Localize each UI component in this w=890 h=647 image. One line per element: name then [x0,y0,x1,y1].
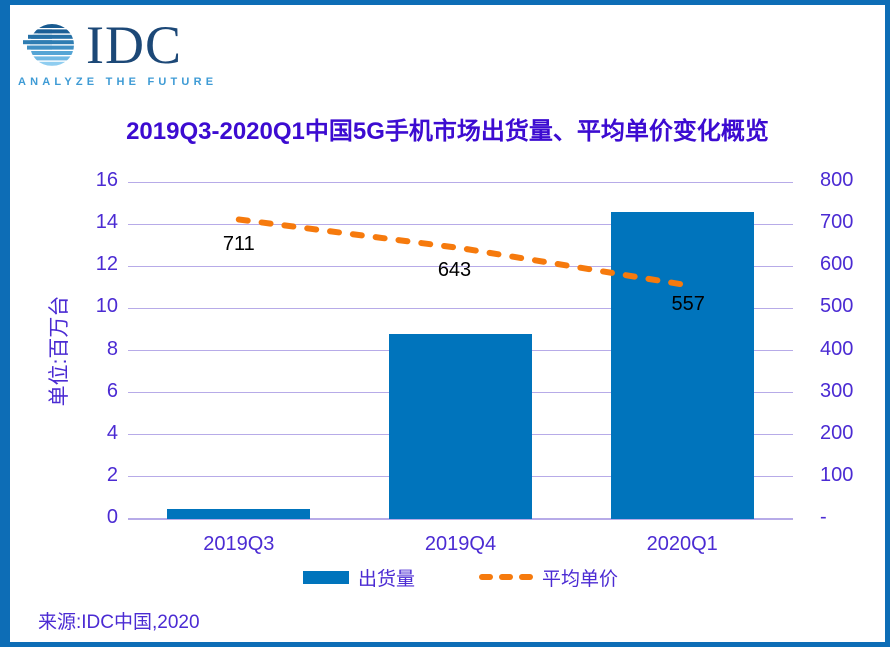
right-axis-tick-label: 800 [820,169,854,191]
left-axis-tick-label: 6 [106,379,118,402]
right-axis-tick-label: 600 [820,253,854,276]
legend-label-shipments: 出货量 [357,568,415,590]
left-axis-tick-label: 0 [106,506,118,528]
right-axis-tick-label: 400 [820,337,854,360]
dashed-line-swatch-icon [479,574,533,580]
left-axis-tick-label: 12 [95,253,118,276]
right-axis-tick-label: - [820,506,827,528]
bar-2019Q3 [167,508,311,519]
legend-item-avg-price: 平均单价 [479,564,618,591]
left-axis-tick-label: 4 [106,421,118,444]
avg-price-data-label: 643 [437,259,472,282]
left-axis-tick-label: 16 [95,169,118,191]
avg-price-data-label: 557 [671,293,705,316]
x-axis-category-label: 2019Q3 [203,533,275,555]
right-axis-tick-label: 300 [820,379,854,402]
left-axis-tick-label: 8 [106,337,118,360]
x-axis-category-label: 2020Q1 [646,533,718,555]
avg-price-data-label: 711 [222,232,255,255]
legend-label-avg-price: 平均单价 [542,568,619,590]
legend-item-shipments: 出货量 [302,564,415,591]
right-axis-tick-label: 100 [820,463,854,486]
right-axis-tick-label: 200 [820,421,854,444]
bar-series-swatch-icon [302,570,349,584]
idc-globe-icon [23,24,74,66]
plot-area: 16 800 14 700 12 600 10 500 8 400 6 300 4 200 2 100 0 - 20… [10,5,880,642]
right-axis-tick-label: 700 [820,211,854,234]
x-axis-category-label: 2019Q4 [424,533,497,555]
source-note: 来源:IDC中国,2020 [38,612,200,633]
idc-logo-text: IDC [86,15,182,75]
left-axis-tick-label: 2 [106,463,118,486]
chart-legend: 出货量 平均单价 [128,564,793,590]
right-axis-tick-label: 500 [820,295,854,318]
idc-logo-tagline: ANALYZE THE FUTURE [18,76,218,88]
bar-2020Q1 [610,211,754,519]
left-axis-tick-label: 14 [95,211,118,234]
gridline [128,307,793,309]
chart-title: 2019Q3-2020Q1中国5G手机市场出货量、平均单价变化概览 [126,118,769,145]
idc-logo: IDC ANALYZE THE FUTURE [16,15,236,99]
left-axis-tick-label: 10 [95,295,118,318]
bar-2019Q4 [389,333,532,519]
gridline [128,181,793,183]
gridline [128,518,793,520]
